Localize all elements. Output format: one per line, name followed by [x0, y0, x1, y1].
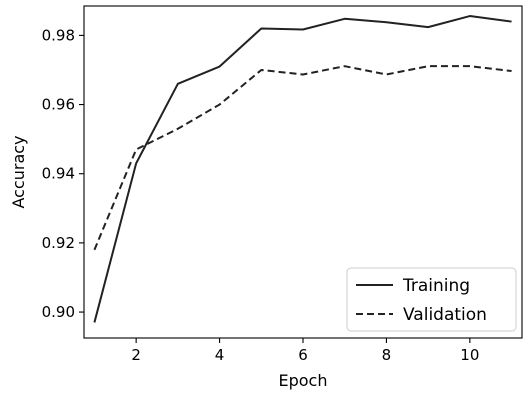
y-tick-label: 0.90 [42, 303, 75, 321]
x-tick-label: 4 [215, 346, 225, 364]
x-tick-label: 8 [382, 346, 392, 364]
y-tick-label: 0.98 [42, 26, 75, 44]
y-tick-label: 0.92 [42, 234, 75, 252]
x-tick-label: 2 [131, 346, 141, 364]
legend-label-training: Training [402, 276, 470, 296]
series-line-training [93, 15, 512, 323]
y-tick-label: 0.96 [42, 96, 75, 114]
plot-area [93, 15, 512, 323]
legend: Training Validation [346, 267, 517, 332]
series-line-validation [93, 65, 512, 251]
x-tick-label: 6 [298, 346, 308, 364]
x-tick-label: 10 [460, 346, 479, 364]
y-axis-label: Accuracy [9, 135, 28, 208]
legend-box [346, 267, 517, 332]
y-tick-label: 0.94 [42, 165, 75, 183]
axes: 2 4 6 8 10 0.90 0.92 0.94 0.96 0.98 Epoch Accuracy [9, 5, 523, 390]
legend-label-validation: Validation [403, 305, 487, 325]
x-axis-label: Epoch [279, 371, 328, 390]
